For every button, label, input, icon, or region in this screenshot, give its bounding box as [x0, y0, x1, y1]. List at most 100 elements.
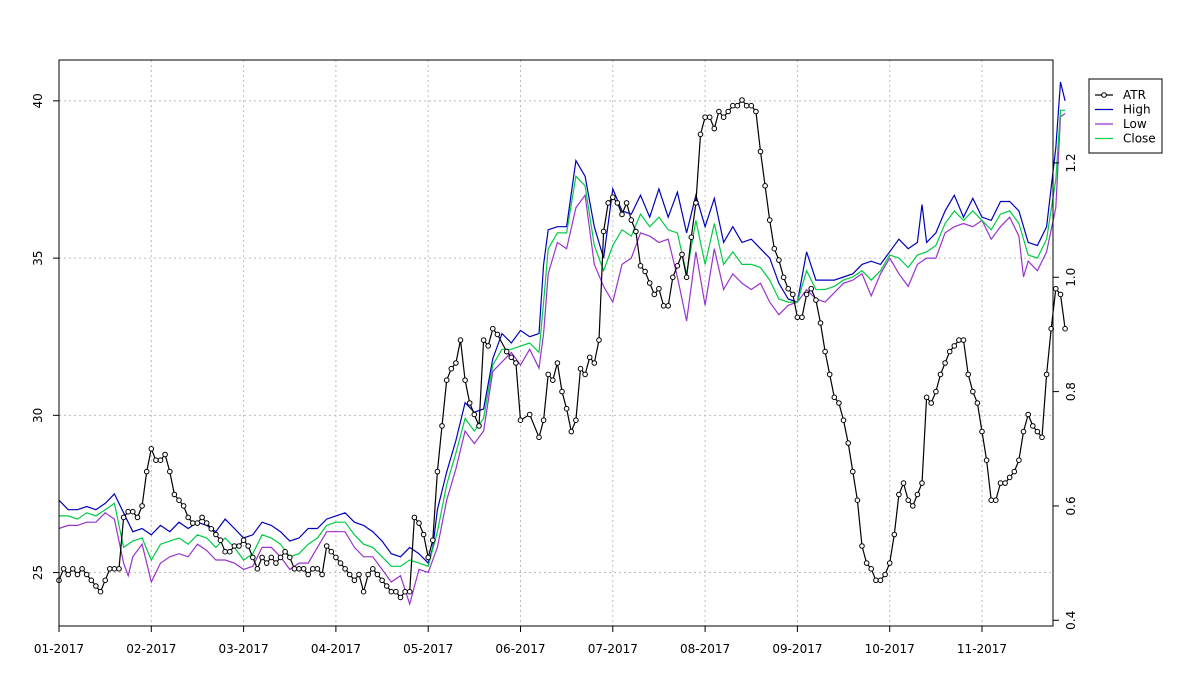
x-tick-label: 01-2017 [34, 642, 84, 656]
series-point-atr [180, 503, 187, 509]
series-point-atr [88, 577, 95, 584]
x-tick-label: 03-2017 [219, 642, 269, 656]
series-point-atr [508, 354, 515, 361]
series-point-atr [480, 337, 487, 343]
y-left-tick-label: 30 [31, 408, 45, 423]
series-point-atr [582, 371, 588, 378]
series-point-atr [143, 468, 150, 475]
legend-label-low: Low [1123, 117, 1147, 131]
series-point-atr [577, 365, 584, 372]
series-point-atr [125, 508, 131, 515]
series-point-atr [850, 468, 856, 475]
series-point-atr [942, 360, 948, 366]
series-point-atr [568, 428, 575, 435]
series-point-atr [245, 543, 251, 549]
series-point-atr [591, 360, 598, 366]
series-point-atr [107, 566, 113, 572]
series-point-atr [83, 571, 90, 578]
series-point-atr [933, 388, 939, 395]
series-layer [56, 81, 1068, 607]
series-point-atr [434, 468, 441, 475]
series-point-atr [490, 325, 496, 332]
legend-marker-atr [1101, 92, 1107, 98]
series-point-atr [111, 566, 118, 572]
series-point-atr [328, 548, 335, 555]
series-point-atr [443, 377, 450, 384]
series-point-atr [453, 360, 459, 366]
series-point-atr [799, 314, 805, 321]
series-point-atr [379, 577, 385, 584]
x-tick-label: 09-2017 [772, 642, 822, 656]
series-point-atr [503, 348, 510, 355]
series-point-atr [813, 297, 819, 303]
series-point-atr [914, 491, 921, 498]
series-point-atr [725, 108, 732, 115]
series-point-atr [517, 417, 524, 424]
series-point-atr [550, 377, 556, 384]
series-point-atr [697, 131, 704, 138]
series-point-atr [93, 583, 99, 589]
series-point-atr [314, 566, 321, 572]
series-point-atr [263, 560, 270, 566]
series-point-atr [642, 268, 648, 275]
series-point-atr [979, 428, 985, 435]
series-point-atr [1006, 474, 1013, 481]
series-point-atr [1016, 457, 1022, 464]
axes: 01-2017 02-2017 03-2017 04-2017 05-2017 06-20… [31, 93, 1078, 656]
series-point-atr [402, 588, 408, 595]
series-point-atr [651, 291, 658, 298]
series-point-atr [116, 566, 122, 572]
series-point-atr [794, 314, 801, 321]
series-point-atr [287, 554, 293, 561]
series-point-atr [974, 400, 981, 406]
series-point-atr [342, 566, 348, 572]
y-right-tick-label: 0.4 [1064, 611, 1078, 630]
x-tick-label: 05-2017 [403, 642, 453, 656]
series-point-atr [1025, 411, 1031, 418]
series-point-atr [600, 228, 607, 235]
series-point-atr [1062, 325, 1068, 332]
series-point-atr [471, 411, 478, 418]
series-point-atr [406, 588, 413, 595]
series-point-atr [946, 348, 953, 355]
series-point-atr [970, 388, 976, 395]
series-point-atr [739, 97, 745, 103]
series-point-atr [785, 285, 792, 292]
series-point-atr [130, 508, 136, 515]
series-point-atr [213, 531, 219, 538]
series-point-atr [365, 571, 372, 578]
series-point-atr [960, 337, 967, 343]
series-point-atr [623, 200, 630, 206]
series-point-atr [296, 566, 302, 572]
x-tick-label: 07-2017 [588, 642, 638, 656]
series-point-atr [1011, 468, 1018, 475]
series-point-atr [70, 566, 76, 572]
series-point-atr [337, 560, 344, 566]
x-tick-label: 11-2017 [957, 642, 1007, 656]
series-point-atr [836, 400, 842, 406]
series-point-atr [554, 360, 561, 366]
series-point-atr [102, 577, 108, 584]
series-point-atr [706, 114, 713, 120]
series-point-atr [397, 594, 404, 601]
series-point-atr [854, 497, 861, 504]
series-point-atr [416, 520, 422, 526]
series-point-atr [563, 405, 570, 412]
series-point-atr [919, 480, 925, 486]
series-point-atr [808, 285, 815, 292]
series-point-atr [983, 457, 990, 464]
series-point-atr [997, 480, 1004, 486]
series-point-atr [753, 108, 759, 115]
series-point-atr [360, 588, 367, 595]
series-point-atr [291, 566, 298, 572]
series-point-atr [845, 440, 852, 446]
series-point-atr [268, 554, 275, 561]
series-point-atr [545, 371, 552, 378]
series-point-atr [1020, 428, 1027, 435]
series-point-atr [923, 394, 930, 401]
series-point-atr [1002, 480, 1008, 486]
series-point-atr [956, 337, 962, 343]
series-point-atr [439, 423, 445, 429]
series-point-atr [466, 400, 473, 406]
